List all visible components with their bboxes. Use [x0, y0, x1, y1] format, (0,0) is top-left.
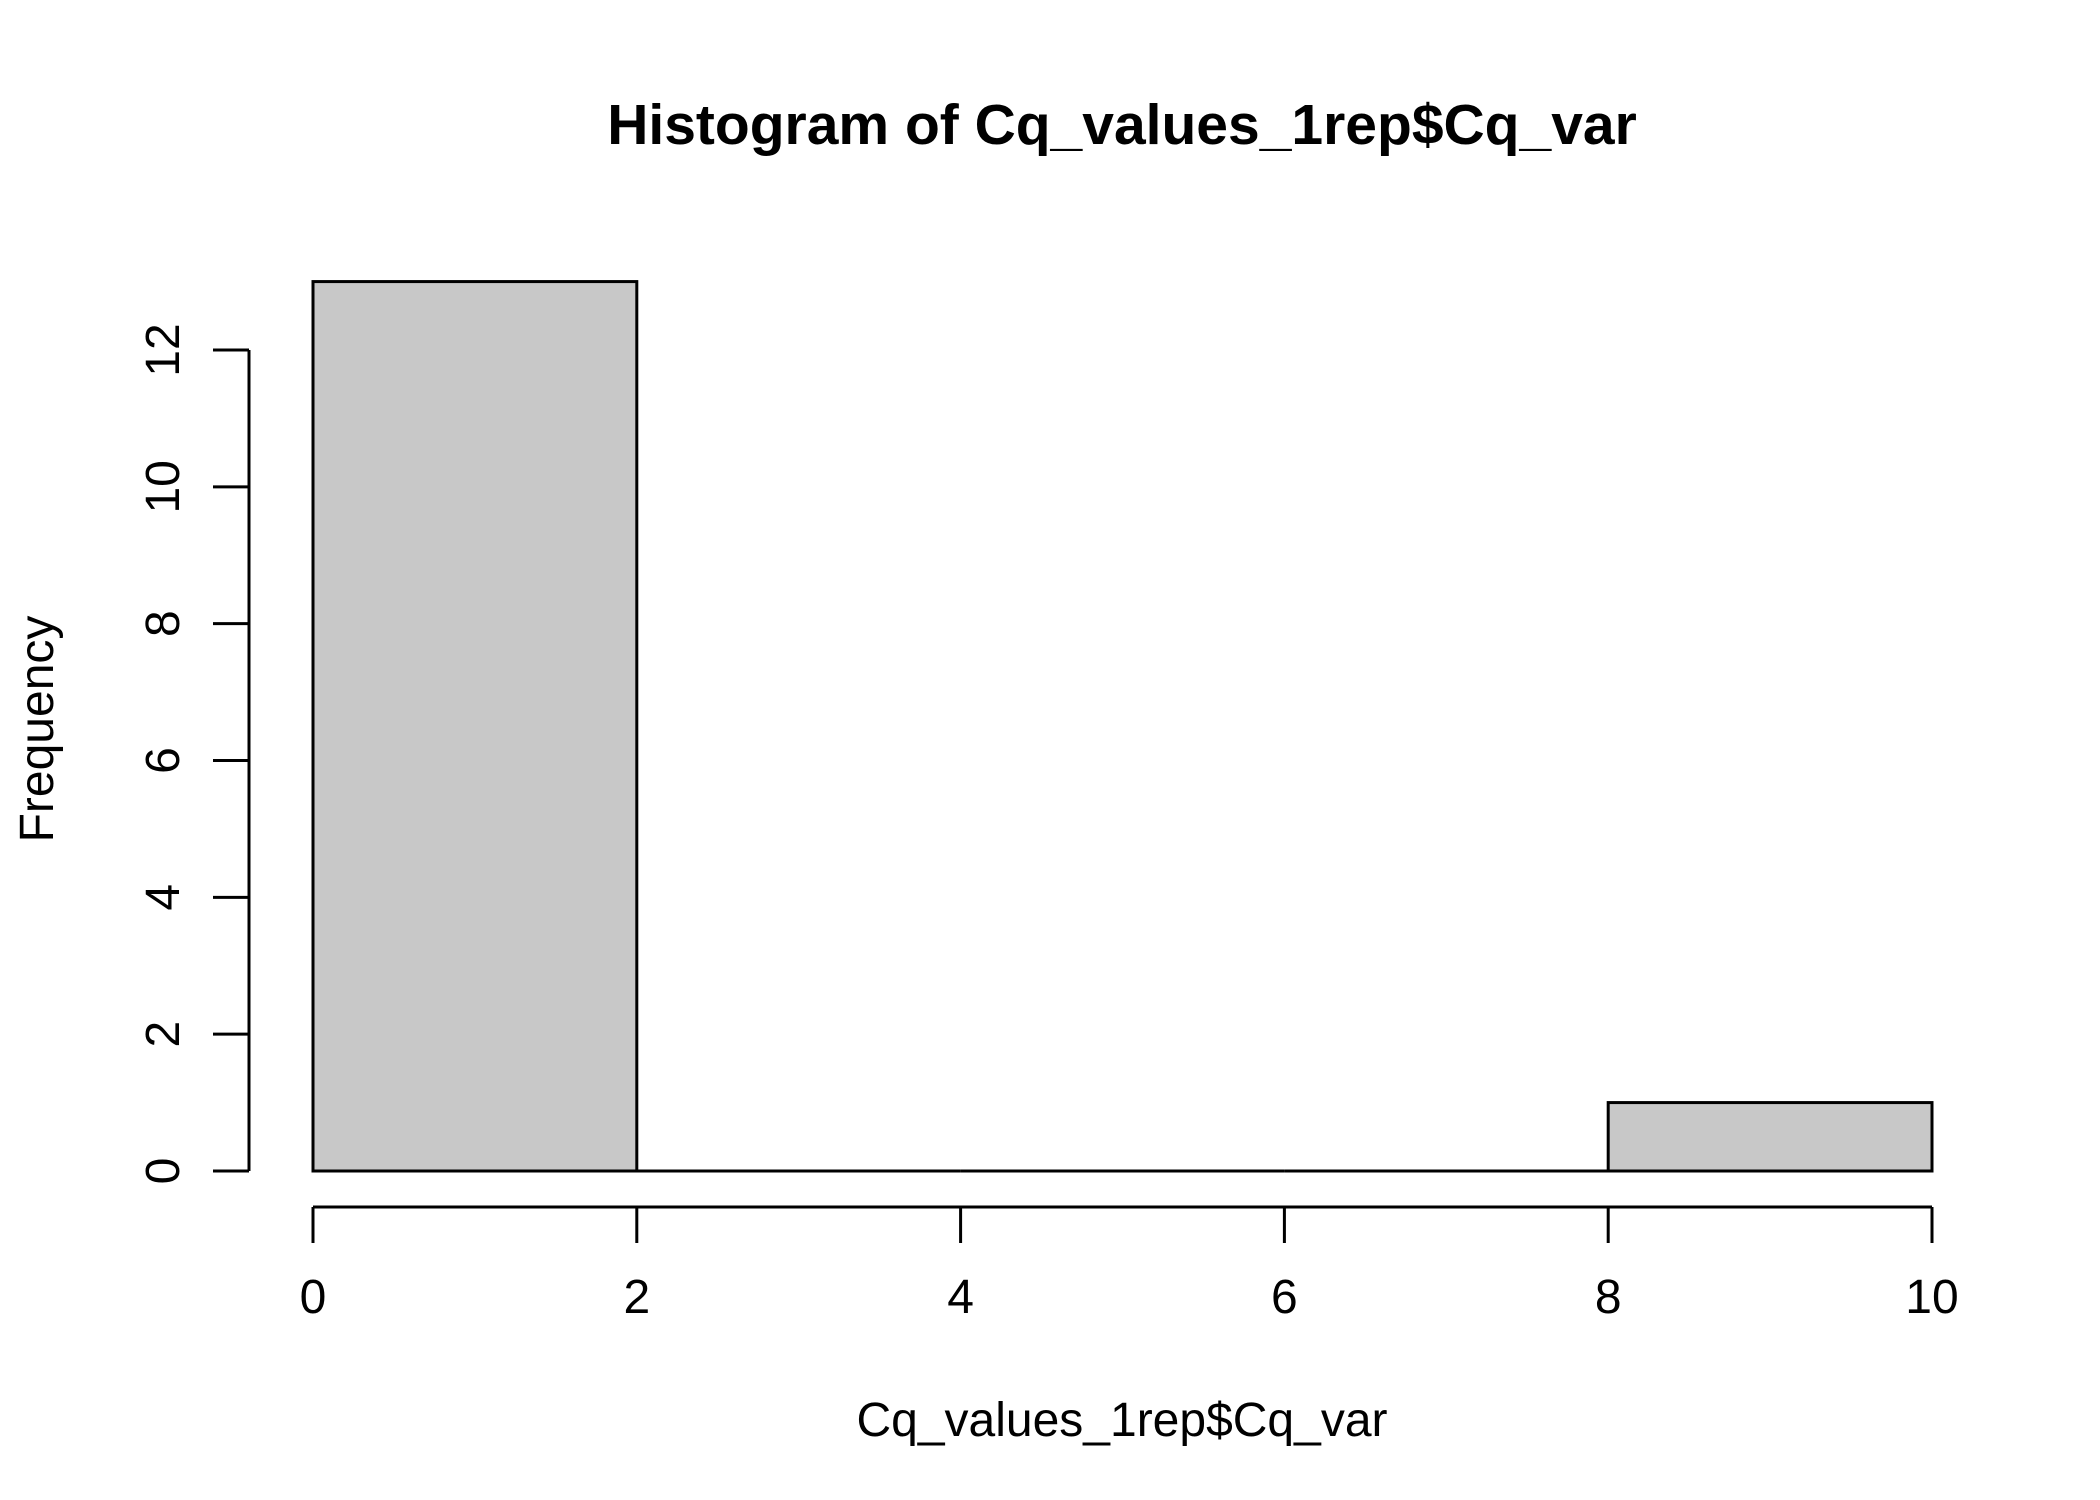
x-axis: 0 2 4 6 8 10: [300, 1205, 1959, 1324]
x-tick-label: 10: [1905, 1271, 1958, 1324]
y-tick-label: 12: [137, 323, 190, 376]
y-tick-label: 8: [137, 610, 190, 637]
x-tick-label: 4: [947, 1271, 974, 1324]
y-axis-label: Frequency: [11, 616, 64, 843]
y-tick-label: 0: [137, 1158, 190, 1185]
x-tick-label: 8: [1595, 1271, 1622, 1324]
histogram-bar: [1606, 1101, 1934, 1173]
x-axis-label: Cq_values_1rep$Cq_var: [857, 1394, 1388, 1447]
x-tick-label: 0: [300, 1271, 327, 1324]
histogram-bar: [311, 280, 639, 1173]
x-tick-label: 6: [1271, 1271, 1298, 1324]
y-tick-label: 2: [137, 1021, 190, 1048]
y-axis: 0 2 4 6 8 10 12: [137, 323, 251, 1185]
bars-layer: [311, 280, 1934, 1173]
x-tick-label: 2: [623, 1271, 650, 1324]
chart-title: Histogram of Cq_values_1rep$Cq_var: [607, 93, 1637, 157]
y-tick-label: 10: [137, 460, 190, 513]
y-tick-label: 4: [137, 884, 190, 911]
y-tick-label: 6: [137, 747, 190, 774]
